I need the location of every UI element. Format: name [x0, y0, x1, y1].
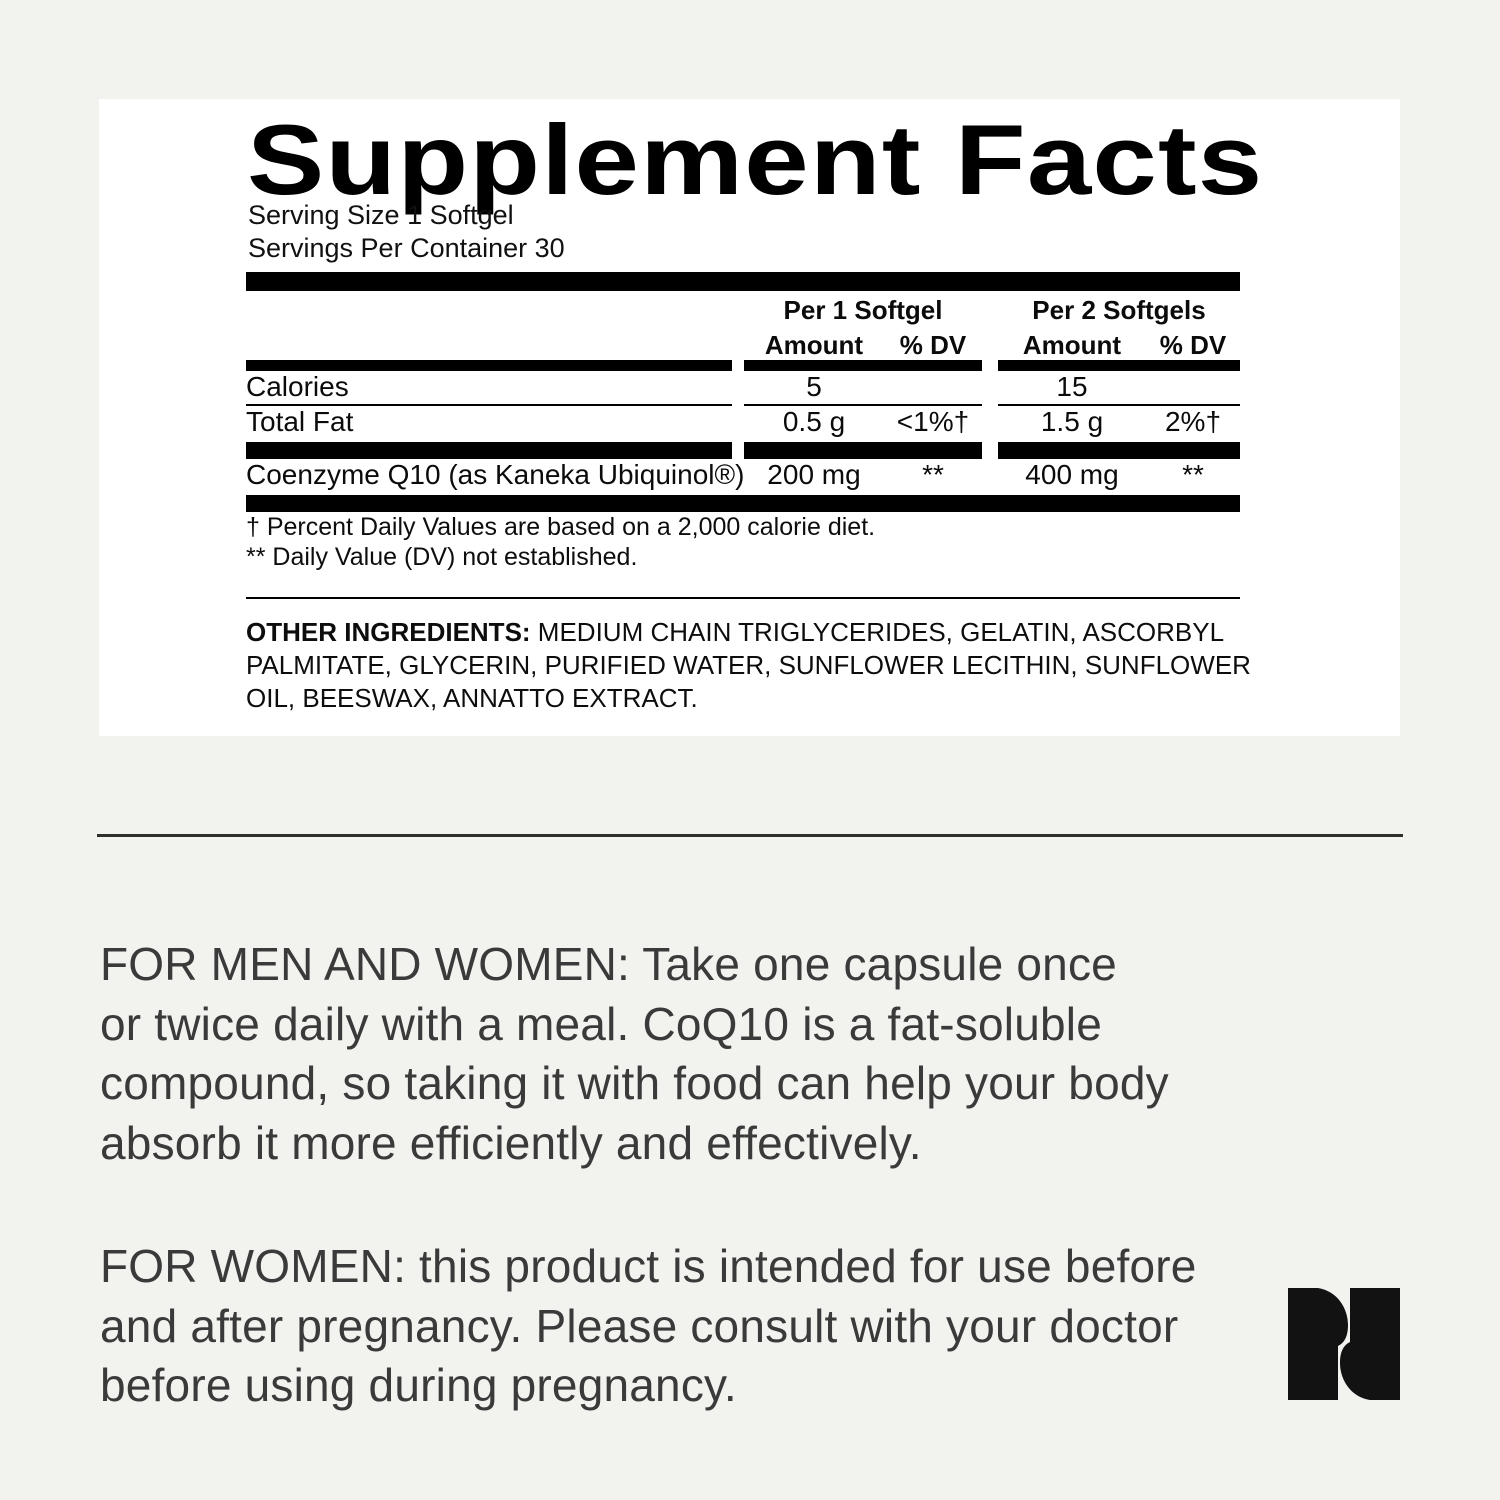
divider-segment	[998, 404, 1240, 406]
divider-segment	[998, 360, 1240, 371]
other-ingredients-label: OTHER INGREDIENTS:	[246, 617, 531, 647]
divider-segment	[998, 442, 1240, 459]
row-divider-thin	[246, 404, 1240, 406]
footnote-dv-not-established: ** Daily Value (DV) not established.	[246, 543, 638, 571]
nutrient-row-calories: Calories 5 15	[246, 371, 1240, 404]
facts-table: Per 1 Softgel Per 2 Softgels Amount % DV…	[246, 272, 1251, 715]
dv-value: 2%†	[1164, 406, 1222, 437]
amount-header-2: Amount	[1022, 330, 1122, 360]
ingredients-divider-rule	[246, 597, 1240, 599]
column-group-header-row: Per 1 Softgel Per 2 Softgels	[246, 291, 1240, 330]
nutrient-name: Calories	[246, 371, 349, 402]
nutrient-row-total-fat: Total Fat 0.5 g <1%† 1.5 g 2%†	[246, 406, 1240, 442]
directions-men-and-women: FOR MEN AND WOMEN: Take one capsule once…	[100, 935, 1360, 1173]
directions-line: before using during pregnancy.	[100, 1359, 737, 1411]
directions-line: and after pregnancy. Please consult with…	[100, 1299, 1179, 1352]
footnote-daily-values: † Percent Daily Values are based on a 2,…	[246, 513, 876, 541]
section-divider-line	[97, 834, 1403, 837]
amount-value: 200 mg	[767, 459, 861, 490]
footnotes: † Percent Daily Values are based on a 2,…	[246, 512, 1240, 572]
table-top-bar	[246, 272, 1240, 291]
row-divider-thick	[246, 442, 1240, 459]
amount-value: 0.5 g	[782, 406, 846, 437]
divider-segment	[744, 404, 982, 406]
amount-header-1: Amount	[764, 330, 864, 360]
nutrient-name: Total Fat	[246, 406, 354, 437]
amount-value: 15	[1056, 371, 1088, 402]
amount-value: 400 mg	[1025, 459, 1119, 490]
dv-value: **	[1182, 459, 1204, 490]
dv-header-1: % DV	[899, 330, 967, 360]
column-group-per-2-softgels: Per 2 Softgels	[1032, 295, 1206, 325]
divider-segment	[744, 360, 982, 371]
divider-segment	[246, 442, 732, 459]
serving-size-line: Serving Size 1 Softgel	[248, 200, 514, 230]
n-monogram-logo-icon	[1288, 1288, 1400, 1400]
directions-line: absorb it more efficiently and effective…	[100, 1116, 922, 1169]
dv-value: **	[922, 459, 944, 490]
other-ingredients-line: OIL, BEESWAX, ANNATTO EXTRACT.	[246, 683, 698, 713]
divider-segment	[744, 442, 982, 459]
directions-line: FOR MEN AND WOMEN: Take one capsule once	[100, 938, 1117, 990]
other-ingredients-line: PALMITATE, GLYCERIN, PURIFIED WATER, SUN…	[246, 650, 1251, 680]
serving-info: Serving Size 1 Softgel Servings Per Cont…	[248, 199, 565, 265]
supplement-facts-title: Supplement Facts	[247, 104, 1264, 215]
directions-line: compound, so taking it with food can hel…	[100, 1057, 1169, 1109]
amount-value: 5	[806, 371, 822, 402]
supplement-facts-panel: Supplement Facts Serving Size 1 Softgel …	[99, 99, 1400, 736]
dv-value	[1146, 371, 1240, 373]
other-ingredients-line: OTHER INGREDIENTS: MEDIUM CHAIN TRIGLYCE…	[246, 616, 1240, 649]
amount-value: 1.5 g	[1040, 406, 1104, 437]
column-subheader-row: Amount % DV Amount % DV	[246, 330, 1240, 360]
directions-line: FOR WOMEN: this product is intended for …	[100, 1240, 1197, 1292]
other-ingredients-text: MEDIUM CHAIN TRIGLYCERIDES, GELATIN, ASC…	[530, 617, 1225, 647]
nutrient-row-coenzyme-q10: Coenzyme Q10 (as Kaneka Ubiquinol®) 200 …	[246, 459, 1240, 495]
directions-women: FOR WOMEN: this product is intended for …	[100, 1237, 1360, 1416]
servings-per-container-line: Servings Per Container 30	[248, 233, 565, 263]
column-group-per-1-softgel: Per 1 Softgel	[783, 295, 943, 325]
dv-value	[884, 371, 982, 373]
divider-segment	[246, 360, 732, 371]
divider-segment	[246, 404, 732, 406]
dv-header-2: % DV	[1159, 330, 1227, 360]
header-divider-bar	[246, 360, 1240, 371]
directions-line: or twice daily with a meal. CoQ10 is a f…	[100, 997, 1102, 1050]
table-bottom-bar	[246, 495, 1240, 512]
other-ingredients: OTHER INGREDIENTS: MEDIUM CHAIN TRIGLYCE…	[246, 616, 1251, 715]
nutrient-name: Coenzyme Q10 (as Kaneka Ubiquinol®)	[246, 459, 745, 490]
dv-value: <1%†	[896, 406, 970, 437]
